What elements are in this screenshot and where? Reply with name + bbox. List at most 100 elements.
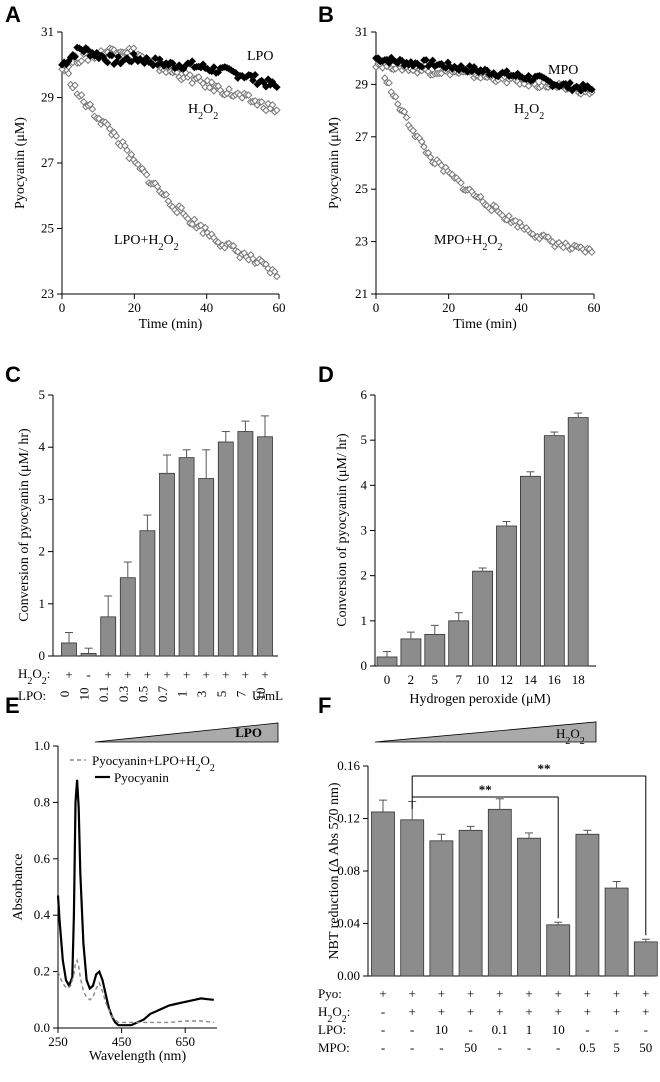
subscript-part: 2 [174, 242, 179, 253]
panel-letter-b: B [318, 2, 334, 27]
subscript-part: 2 [27, 676, 32, 687]
text-part: Pyocyanin+LPO+H [92, 753, 196, 768]
bar [139, 530, 156, 657]
subscript-part: 2 [158, 242, 163, 253]
y-tick-label: 2 [361, 568, 368, 583]
data-point [244, 91, 253, 99]
h2o2-sign: + [203, 667, 210, 682]
lpo-dose-label: 3 [194, 691, 209, 698]
y-tick-label: 3 [361, 523, 368, 538]
lpo-cell: - [614, 1022, 618, 1037]
data-point [114, 53, 123, 61]
bar [237, 431, 254, 657]
h2o2-sign: + [124, 667, 131, 682]
data-point [186, 71, 194, 79]
data-point [457, 179, 465, 187]
lpo-dose-label: 1 [175, 691, 190, 698]
series-h2o2 [58, 44, 281, 116]
y-axis-label: Absorbance [11, 854, 26, 921]
row-label-mpo: MPO: [318, 1040, 350, 1055]
data-point [95, 114, 103, 123]
series-pyocyanin [56, 779, 214, 1027]
h2o2-sign: + [261, 667, 268, 682]
text-part: O [487, 233, 497, 248]
y-tick-label: 5 [361, 432, 368, 447]
lpo-dose-label: 10 [77, 688, 92, 701]
y-tick-label: 31 [355, 24, 368, 39]
data-point [249, 76, 257, 85]
h2o2-cell: + [584, 1004, 591, 1019]
pyo-cell: + [584, 986, 591, 1001]
data-point [71, 53, 79, 61]
lpo-dose-label: 10 [253, 688, 268, 701]
bar [424, 633, 446, 667]
panel-b: 21 23 25 27 29 31 0 20 40 60 Time (min) Pyocyanin (… [327, 24, 601, 332]
series-label-mpo: MPO [548, 63, 578, 78]
panel-a: 23 25 27 29 31 0 20 40 60 Time (min) Pyocyanin (μM… [13, 24, 286, 332]
y-tick-label: 25 [41, 221, 54, 236]
mpo-cell: 0.5 [579, 1040, 595, 1055]
legend-label-pyocyanin: Pyocyanin [114, 770, 169, 785]
data-point [422, 56, 430, 64]
panel-letter-d: D [318, 362, 334, 387]
bar [487, 808, 512, 977]
y-tick-label: 0 [361, 658, 368, 673]
bar [458, 829, 483, 977]
data-point [273, 272, 281, 281]
lpo-cell: - [381, 1022, 385, 1037]
h2o2-sign: - [86, 667, 90, 682]
bar [371, 811, 395, 977]
text-part: : [47, 666, 51, 681]
x-tick-label: 0 [59, 300, 66, 315]
text-part: LPO+H [114, 233, 158, 248]
subscript-part: 2 [213, 111, 218, 122]
lpo-cell: 10 [435, 1022, 448, 1037]
y-tick-label: 2 [39, 544, 46, 559]
data-point [231, 68, 240, 77]
series-label-combined: MPO+H2O2 [434, 233, 502, 253]
data-point [103, 58, 112, 67]
data-point [88, 105, 97, 113]
subscript-part: 2 [342, 1014, 347, 1025]
subscript-part: 2 [524, 111, 529, 122]
y-tick-label: 31 [41, 24, 54, 39]
bar [400, 819, 425, 977]
wedge-label: H2O2 [556, 726, 585, 747]
lpo-dose-label: 0.1 [96, 686, 111, 702]
data-point [391, 64, 400, 73]
row-label-h2o2: H2O2: [18, 666, 50, 687]
series-mpo [372, 53, 596, 95]
y-tick-label: 4 [39, 439, 46, 454]
data-point [273, 83, 281, 91]
data-point [112, 132, 121, 140]
legend-label-combined: Pyocyanin+LPO+H2O2 [92, 753, 215, 774]
y-tick-label: 0.00 [337, 968, 360, 983]
data-point [210, 63, 218, 71]
bar [217, 441, 234, 657]
data-point [417, 62, 426, 71]
y-tick-label: 25 [355, 181, 368, 196]
x-tick-label: 16 [548, 672, 562, 687]
x-tick-label: 10 [476, 672, 489, 687]
h2o2-gradient-wedge [374, 721, 597, 743]
bar [159, 472, 175, 657]
x-axis-label: Hydrogen peroxide (μM) [409, 692, 551, 707]
subscript-part: 2 [565, 736, 570, 747]
mpo-cell: - [556, 1040, 560, 1055]
h2o2-sign: + [242, 667, 249, 682]
y-tick-label: 29 [355, 76, 368, 91]
y-tick-label: 21 [355, 286, 368, 301]
y-tick-label: 0.08 [337, 863, 360, 878]
h2o2-cell: + [409, 1004, 416, 1019]
h2o2-cell: + [555, 1004, 562, 1019]
x-tick-label: 18 [572, 672, 585, 687]
data-point [273, 106, 281, 114]
data-point [79, 98, 88, 106]
text-part: : [347, 1004, 351, 1019]
x-tick-label: 20 [442, 300, 455, 315]
text-part: MPO+H [434, 233, 482, 248]
data-point [205, 83, 214, 92]
data-point [123, 146, 131, 155]
